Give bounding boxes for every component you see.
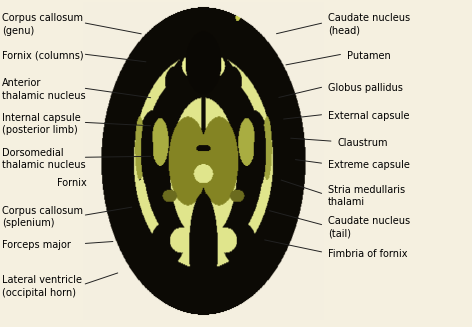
Text: Extreme capsule: Extreme capsule (328, 160, 410, 170)
Text: Forceps major: Forceps major (2, 240, 71, 250)
Text: External capsule: External capsule (328, 111, 410, 121)
Text: (head): (head) (328, 26, 360, 36)
Text: Claustrum: Claustrum (337, 138, 388, 148)
Text: (tail): (tail) (328, 228, 351, 238)
Text: thalami: thalami (328, 197, 365, 207)
Text: Anterior: Anterior (2, 78, 42, 89)
Text: Caudate nucleus: Caudate nucleus (328, 13, 410, 23)
Text: (genu): (genu) (2, 26, 34, 36)
Text: Globus pallidus: Globus pallidus (328, 83, 403, 94)
Text: Corpus callosum: Corpus callosum (2, 206, 84, 216)
Text: (posterior limb): (posterior limb) (2, 125, 78, 135)
Text: Fimbria of fornix: Fimbria of fornix (328, 249, 407, 259)
Text: Internal capsule: Internal capsule (2, 113, 81, 123)
Text: thalamic nucleus: thalamic nucleus (2, 160, 86, 170)
Text: Stria medullaris: Stria medullaris (328, 185, 405, 195)
Text: Dorsomedial: Dorsomedial (2, 148, 64, 158)
Text: (splenium): (splenium) (2, 218, 55, 229)
Text: thalamic nucleus: thalamic nucleus (2, 91, 86, 101)
Text: Fornix: Fornix (57, 178, 86, 188)
Text: (occipital horn): (occipital horn) (2, 288, 76, 298)
Text: Putamen: Putamen (347, 51, 391, 61)
Text: Caudate nucleus: Caudate nucleus (328, 216, 410, 226)
Text: Fornix (columns): Fornix (columns) (2, 51, 84, 61)
Text: Lateral ventricle: Lateral ventricle (2, 275, 82, 285)
Text: Corpus callosum: Corpus callosum (2, 13, 84, 23)
